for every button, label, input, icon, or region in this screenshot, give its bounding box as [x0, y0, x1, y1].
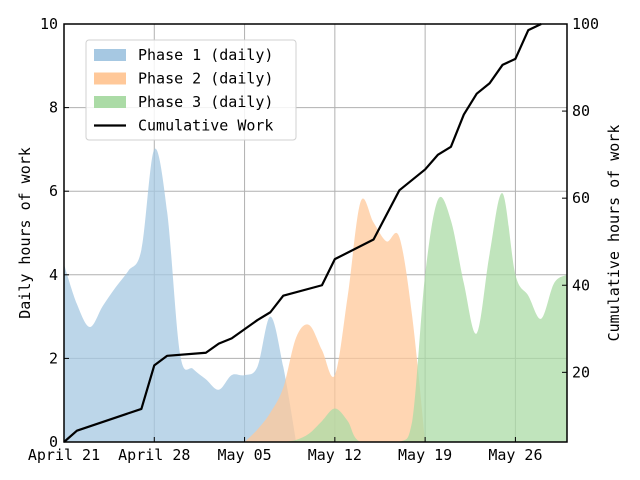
y2-tick-label: 40 — [572, 276, 590, 294]
y-tick-label: 4 — [49, 266, 58, 284]
legend-label: Phase 3 (daily) — [138, 93, 273, 111]
legend-label: Phase 1 (daily) — [138, 46, 273, 64]
ticks: April 21 April 28 May 05 May 12 May 19 May 26… — [28, 15, 599, 464]
y2-tick-label: 100 — [572, 15, 599, 33]
line-series — [63, 23, 542, 443]
y2-axis-title: Cumulative hours of work — [605, 125, 623, 342]
y2-tick-label: 60 — [572, 189, 590, 207]
area-phase-2-daily- — [244, 198, 426, 442]
legend-box — [85, 39, 297, 141]
legend-swatch — [94, 49, 126, 61]
y-tick-label: 6 — [49, 182, 58, 200]
x-tick-label: May 19 — [398, 446, 452, 464]
cumulative-work-line — [63, 23, 542, 443]
x-tick-label: May 12 — [308, 446, 362, 464]
x-tick-label: May 26 — [488, 446, 542, 464]
legend-label: Phase 2 (daily) — [138, 70, 273, 88]
legend: Phase 1 (daily) Phase 2 (daily) Phase 3 (d… — [85, 39, 297, 141]
area-phase-3-daily- — [283, 193, 567, 442]
y-tick-label: 2 — [49, 349, 58, 367]
plot-frame — [63, 23, 568, 443]
area-phase-1-daily- — [64, 148, 297, 442]
y2-tick-label: 20 — [572, 363, 590, 381]
area-series — [64, 148, 567, 442]
legend-swatch — [94, 72, 126, 85]
x-tick-label: May 05 — [217, 446, 271, 464]
axis-titles: Daily hours of work Cumulative hours of w… — [16, 125, 623, 342]
y2-tick-label: 80 — [572, 102, 590, 120]
x-tick-label: April 28 — [118, 446, 190, 464]
y-tick-label: 8 — [49, 99, 58, 117]
legend-swatch — [94, 96, 126, 108]
y-axis-title: Daily hours of work — [16, 147, 34, 319]
y-tick-label: 0 — [49, 433, 58, 451]
legend-label: Cumulative Work — [138, 117, 273, 135]
x-tick-label: April 21 — [28, 446, 100, 464]
y-tick-label: 10 — [40, 15, 58, 33]
